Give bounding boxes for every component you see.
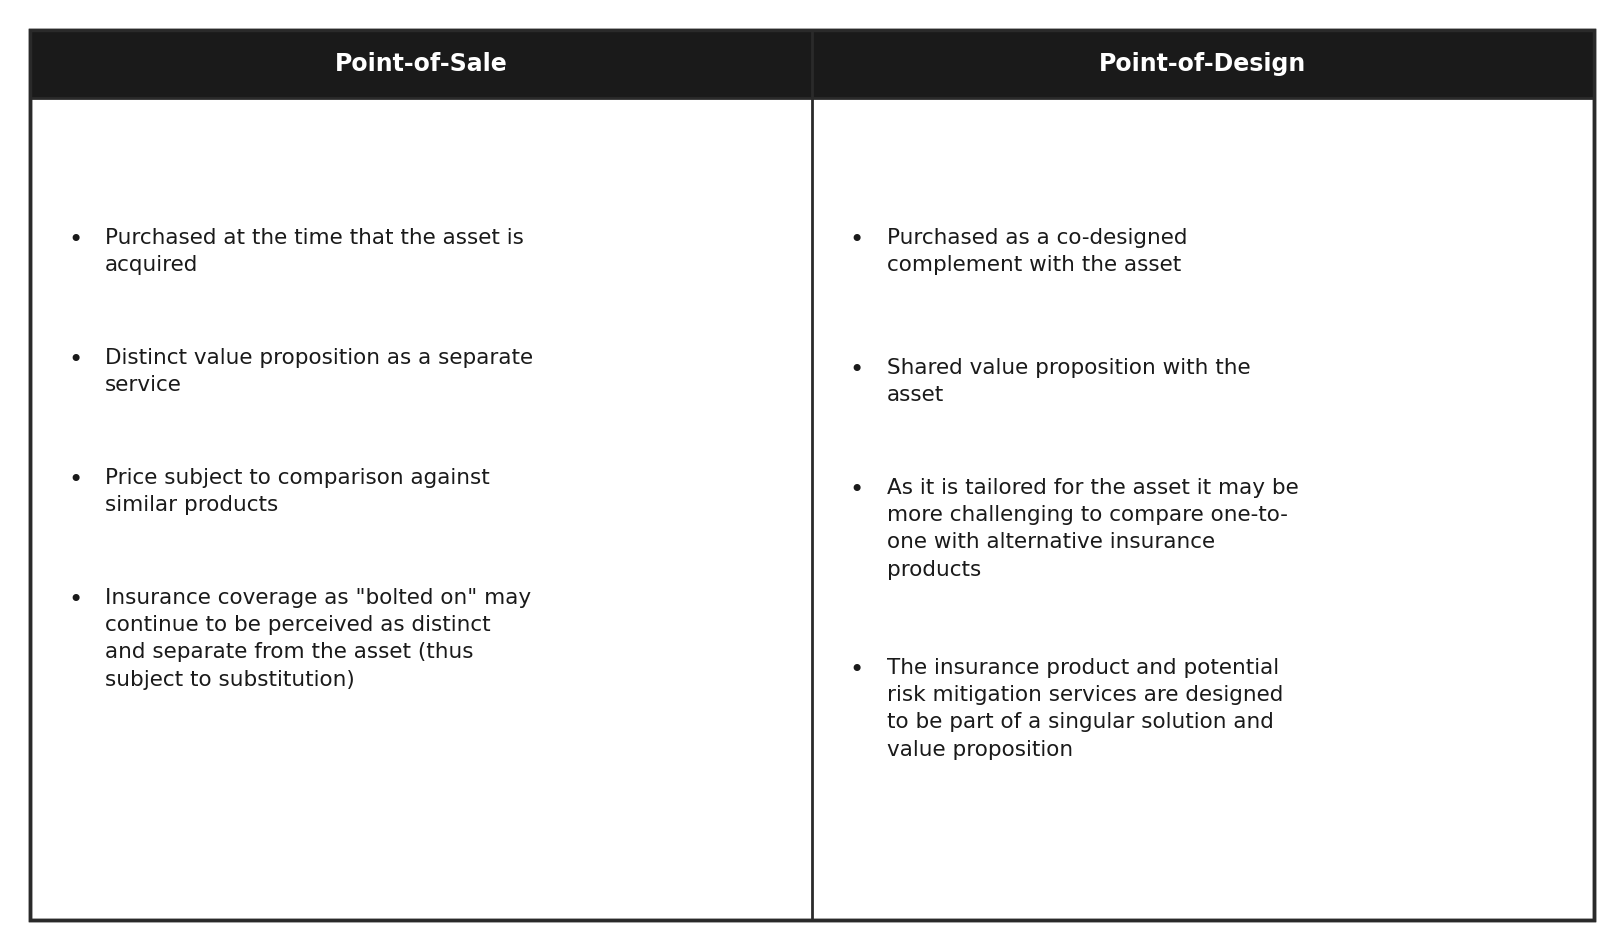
Text: •: • bbox=[849, 358, 863, 382]
Text: •: • bbox=[849, 228, 863, 252]
Bar bbox=[29, 30, 812, 98]
Text: •: • bbox=[68, 228, 83, 252]
Text: •: • bbox=[68, 588, 83, 612]
Text: Point-of-Design: Point-of-Design bbox=[1099, 52, 1307, 76]
Text: Purchased at the time that the asset is
acquired: Purchased at the time that the asset is … bbox=[105, 228, 524, 276]
Text: Purchased as a co-designed
complement with the asset: Purchased as a co-designed complement wi… bbox=[886, 228, 1186, 276]
Text: •: • bbox=[849, 658, 863, 682]
Text: Insurance coverage as "bolted on" may
continue to be perceived as distinct
and s: Insurance coverage as "bolted on" may co… bbox=[105, 588, 531, 690]
Bar bbox=[812, 30, 1594, 98]
Text: As it is tailored for the asset it may be
more challenging to compare one-to-
on: As it is tailored for the asset it may b… bbox=[886, 478, 1298, 580]
Text: The insurance product and potential
risk mitigation services are designed
to be : The insurance product and potential risk… bbox=[886, 658, 1282, 760]
Text: Distinct value proposition as a separate
service: Distinct value proposition as a separate… bbox=[105, 348, 532, 395]
Text: Shared value proposition with the
asset: Shared value proposition with the asset bbox=[886, 358, 1250, 406]
Text: Point-of-Sale: Point-of-Sale bbox=[334, 52, 506, 76]
Text: •: • bbox=[68, 468, 83, 492]
Text: Price subject to comparison against
similar products: Price subject to comparison against simi… bbox=[105, 468, 490, 515]
Text: •: • bbox=[849, 478, 863, 502]
Text: •: • bbox=[68, 348, 83, 372]
